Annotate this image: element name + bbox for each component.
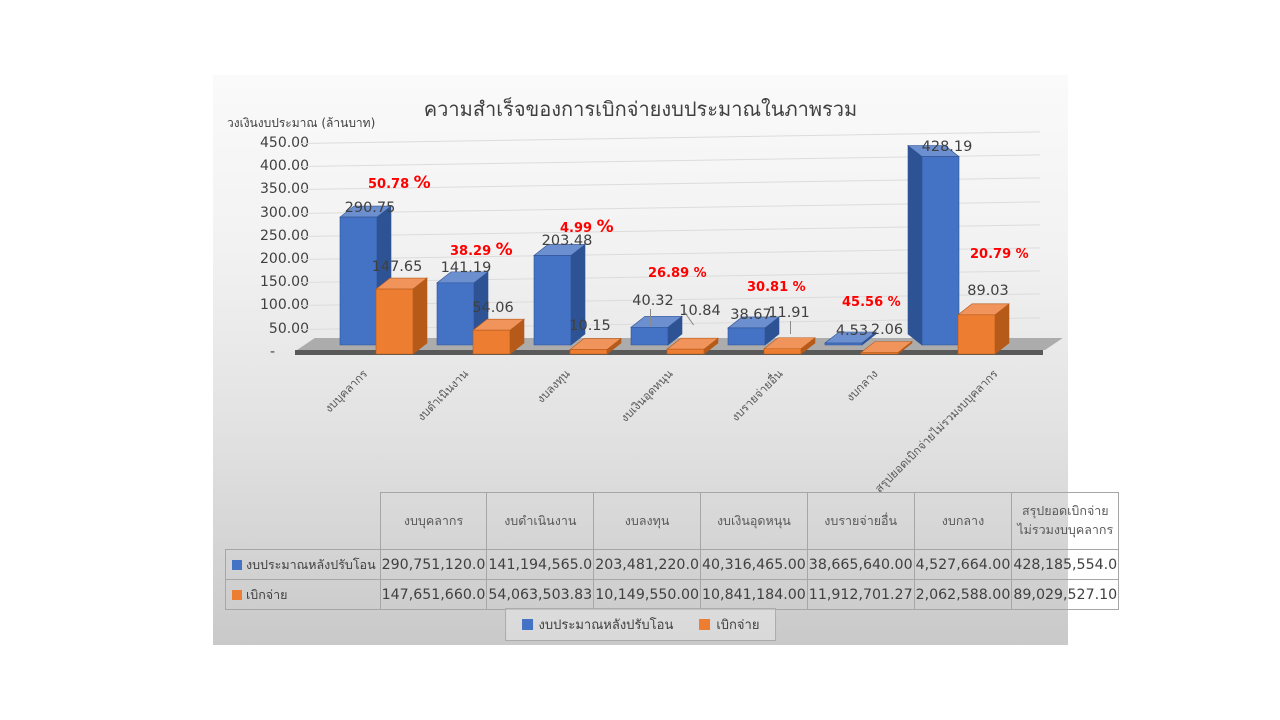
budget-value-label: 40.32 — [632, 293, 674, 309]
bar-face — [339, 216, 378, 346]
legend-item: งบประมาณหลังปรับโอน — [521, 614, 674, 635]
bar-series — [339, 144, 1010, 355]
label-leader-line — [790, 321, 791, 334]
bar-face — [907, 144, 923, 346]
disbursed-value-label: 2.06 — [870, 322, 904, 338]
disbursed-value-label: 11.91 — [768, 305, 810, 321]
y-tick: 400.00 — [260, 158, 309, 175]
y-tick: 100.00 — [260, 297, 309, 314]
legend-label: งบประมาณหลังปรับโอน — [538, 618, 674, 633]
bar-face — [436, 282, 475, 346]
table-header-cell: สรุปยอดเบิกจ่ายไม่รวมงบบุคลากร — [1011, 492, 1120, 550]
bar-face — [412, 277, 428, 355]
bar-face — [472, 329, 511, 355]
label-leader-line — [650, 309, 651, 326]
table-corner-cell — [225, 492, 381, 550]
series-key-icon — [232, 589, 242, 600]
bar-face — [666, 348, 705, 355]
bar-face — [860, 341, 913, 353]
bar-face — [727, 327, 766, 346]
y-axis-title: วงเงินงบประมาณ (ล้านบาท) — [227, 116, 376, 130]
table-value-cell: 11,912,701.27 — [806, 579, 915, 610]
chart-panel: ความสำเร็จของการเบิกจ่ายงบประมาณในภาพรวม… — [213, 75, 1120, 645]
disbursed-value-label: 54.06 — [472, 300, 514, 316]
bar-face — [921, 156, 960, 346]
table-header-cell: งบลงทุน — [593, 492, 701, 550]
percent-label: 20.79 % — [970, 247, 1029, 262]
bar-face — [763, 348, 802, 355]
disbursed-value-label: 147.65 — [371, 259, 423, 275]
table-header-cell: งบกลาง — [913, 492, 1013, 550]
table-value-cell: 10,841,184.00 — [700, 579, 808, 610]
table-value-cell: 10,149,550.00 — [593, 579, 701, 610]
table-value-cell: 40,316,465.00 — [700, 549, 808, 580]
bar-face — [860, 352, 899, 355]
disbursed-value-label: 10.84 — [679, 303, 721, 319]
percent-label: 45.56 % — [842, 295, 901, 310]
y-tick: 250.00 — [260, 227, 309, 244]
table-value-cell: 428,185,554.0 — [1011, 549, 1120, 580]
table-value-cell: 4,527,664.00 — [913, 549, 1013, 580]
table-value-cell: 290,751,120.0 — [379, 549, 488, 580]
table-header-cell: งบรายจ่ายอื่น — [806, 492, 915, 550]
budget-value-label: 290.75 — [344, 200, 396, 216]
table-value-cell: 147,651,660.0 — [379, 579, 488, 610]
legend-item: เบิกจ่าย — [699, 614, 759, 635]
table-header-cell: งบดำเนินงาน — [486, 492, 595, 550]
bar-face — [630, 326, 669, 346]
bar-face — [824, 342, 863, 346]
legend-key-icon — [699, 619, 711, 630]
budget-value-label: 428.19 — [921, 139, 973, 155]
y-tick: 200.00 — [260, 251, 309, 267]
table-row-label: งบประมาณหลังปรับโอน — [225, 549, 381, 580]
legend-key-icon — [521, 619, 533, 630]
legend-label: เบิกจ่าย — [716, 618, 760, 633]
y-tick: 150.00 — [260, 274, 309, 291]
bar-face — [569, 349, 608, 355]
data-table: งบบุคลากร งบดำเนินงาน งบลงทุน งบเงินอุดหนุน… — [225, 492, 1120, 610]
table-header-cell: งบเงินอุดหนุน — [700, 492, 808, 550]
table-value-cell: 38,665,640.00 — [806, 549, 915, 580]
budget-value-label: 141.19 — [440, 260, 492, 276]
table-value-cell: 89,029,527.10 — [1011, 579, 1120, 610]
bar-face — [375, 288, 414, 355]
table-value-cell: 203,481,220.0 — [593, 549, 701, 580]
percent-label: 50.78 % — [368, 173, 431, 193]
percent-label: 26.89 % — [648, 266, 707, 281]
table-value-cell: 2,062,588.00 — [913, 579, 1013, 610]
bar-face — [957, 314, 996, 355]
budget-value-label: 203.48 — [541, 233, 593, 249]
chart-legend: งบประมาณหลังปรับโอน เบิกจ่าย — [504, 608, 777, 641]
table-value-cell: 141,194,565.0 — [486, 549, 595, 580]
budget-value-label: 38.67 — [730, 307, 772, 323]
table-header-cell: งบบุคลากร — [379, 492, 488, 550]
percent-label: 38.29 % — [450, 240, 513, 260]
series-key-icon — [232, 559, 242, 570]
y-tick: 450.00 — [260, 135, 309, 151]
percent-label: 4.99 % — [560, 217, 614, 237]
y-tick: 300.00 — [260, 204, 309, 221]
table-value-cell: 54,063,503.83 — [486, 579, 595, 610]
disbursed-value-label: 89.03 — [967, 283, 1009, 299]
disbursed-value-label: 10.15 — [569, 318, 611, 334]
bar-face — [533, 255, 572, 346]
y-tick: - — [269, 343, 275, 360]
percent-label: 30.81 % — [747, 280, 806, 295]
budget-value-label: 4.53 — [835, 323, 869, 339]
chart-title: ความสำเร็จของการเบิกจ่ายงบประมาณในภาพรวม — [423, 97, 858, 121]
y-tick: 50.00 — [268, 320, 309, 337]
table-row-label: เบิกจ่าย — [225, 579, 381, 610]
y-tick: 350.00 — [260, 181, 309, 198]
